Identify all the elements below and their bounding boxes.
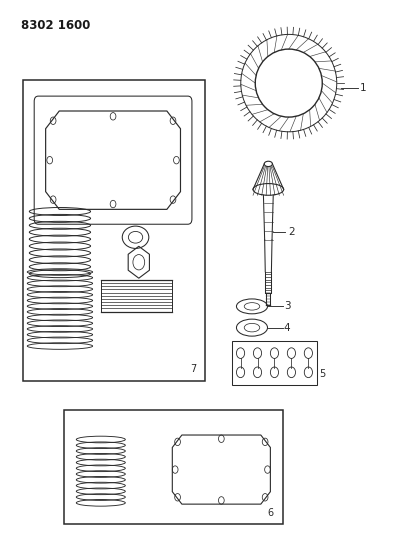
Text: 1: 1 [359, 83, 366, 93]
Text: 6: 6 [267, 508, 273, 518]
Text: 5: 5 [319, 369, 325, 379]
Bar [231, 341, 317, 384]
Text: 7: 7 [189, 365, 196, 374]
Bar [64, 410, 282, 524]
Text: 8302 1600: 8302 1600 [21, 19, 90, 33]
Text: 4: 4 [283, 322, 290, 333]
Text: 2: 2 [287, 227, 294, 237]
Bar [23, 80, 204, 381]
Text: 3: 3 [283, 301, 290, 311]
